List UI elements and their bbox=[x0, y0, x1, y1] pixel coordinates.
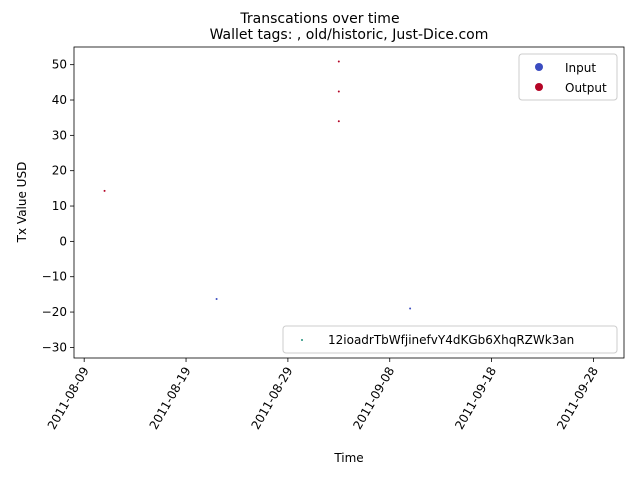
legend-top-box bbox=[518, 53, 618, 101]
legend-bottom-box bbox=[282, 325, 618, 354]
legend-wallet-marker bbox=[301, 339, 303, 341]
legend-input-label: Input bbox=[565, 61, 596, 75]
y-tick-label: 30 bbox=[52, 128, 67, 142]
legend-wallet-label: 12ioadrTbWfjinefvY4dKGb6XhqRZWk3an bbox=[328, 333, 574, 347]
y-tick-label: −30 bbox=[42, 340, 67, 354]
x-tick-label: 2011-09-28 bbox=[554, 365, 601, 432]
legend-top: Input Output bbox=[518, 53, 618, 101]
y-axis-label: Tx Value USD bbox=[15, 162, 29, 244]
point-input-0 bbox=[215, 297, 218, 300]
y-tick-label: −10 bbox=[42, 270, 67, 284]
point-output-0 bbox=[103, 189, 106, 192]
point-output-2 bbox=[337, 90, 340, 93]
plot-frame bbox=[73, 46, 625, 359]
x-axis: 2011-08-09 2011-08-19 2011-08-29 2011-09-08… bbox=[45, 358, 601, 432]
legend-input-marker bbox=[535, 63, 543, 71]
y-tick-label: 50 bbox=[52, 58, 67, 72]
chart-title: Wallet tags: , old/historic, Just-Dice.c… bbox=[210, 27, 489, 43]
x-tick-label: 2011-08-09 bbox=[45, 365, 92, 432]
y-tick-label: 0 bbox=[59, 234, 67, 248]
plot-area bbox=[103, 60, 412, 310]
legend-output-label: Output bbox=[565, 81, 607, 95]
x-tick-label: 2011-08-19 bbox=[147, 365, 194, 432]
chart-suptitle: Transcations over time bbox=[239, 11, 399, 27]
y-tick-label: −20 bbox=[42, 305, 67, 319]
x-tick-label: 2011-08-29 bbox=[248, 365, 295, 432]
point-input-1 bbox=[409, 307, 412, 310]
point-output-3 bbox=[337, 120, 340, 123]
legend-bottom: 12ioadrTbWfjinefvY4dKGb6XhqRZWk3an bbox=[282, 325, 618, 354]
x-tick-label: 2011-09-18 bbox=[452, 365, 499, 432]
y-tick-label: 40 bbox=[52, 93, 67, 107]
y-axis: −30 −20 −10 0 10 20 30 40 50 bbox=[42, 58, 74, 354]
y-tick-label: 10 bbox=[52, 199, 67, 213]
point-output-1 bbox=[337, 60, 340, 63]
x-axis-label: Time bbox=[333, 451, 363, 465]
x-tick-label: 2011-09-08 bbox=[350, 365, 397, 432]
y-tick-label: 20 bbox=[52, 164, 67, 178]
legend-output-marker bbox=[535, 83, 543, 91]
